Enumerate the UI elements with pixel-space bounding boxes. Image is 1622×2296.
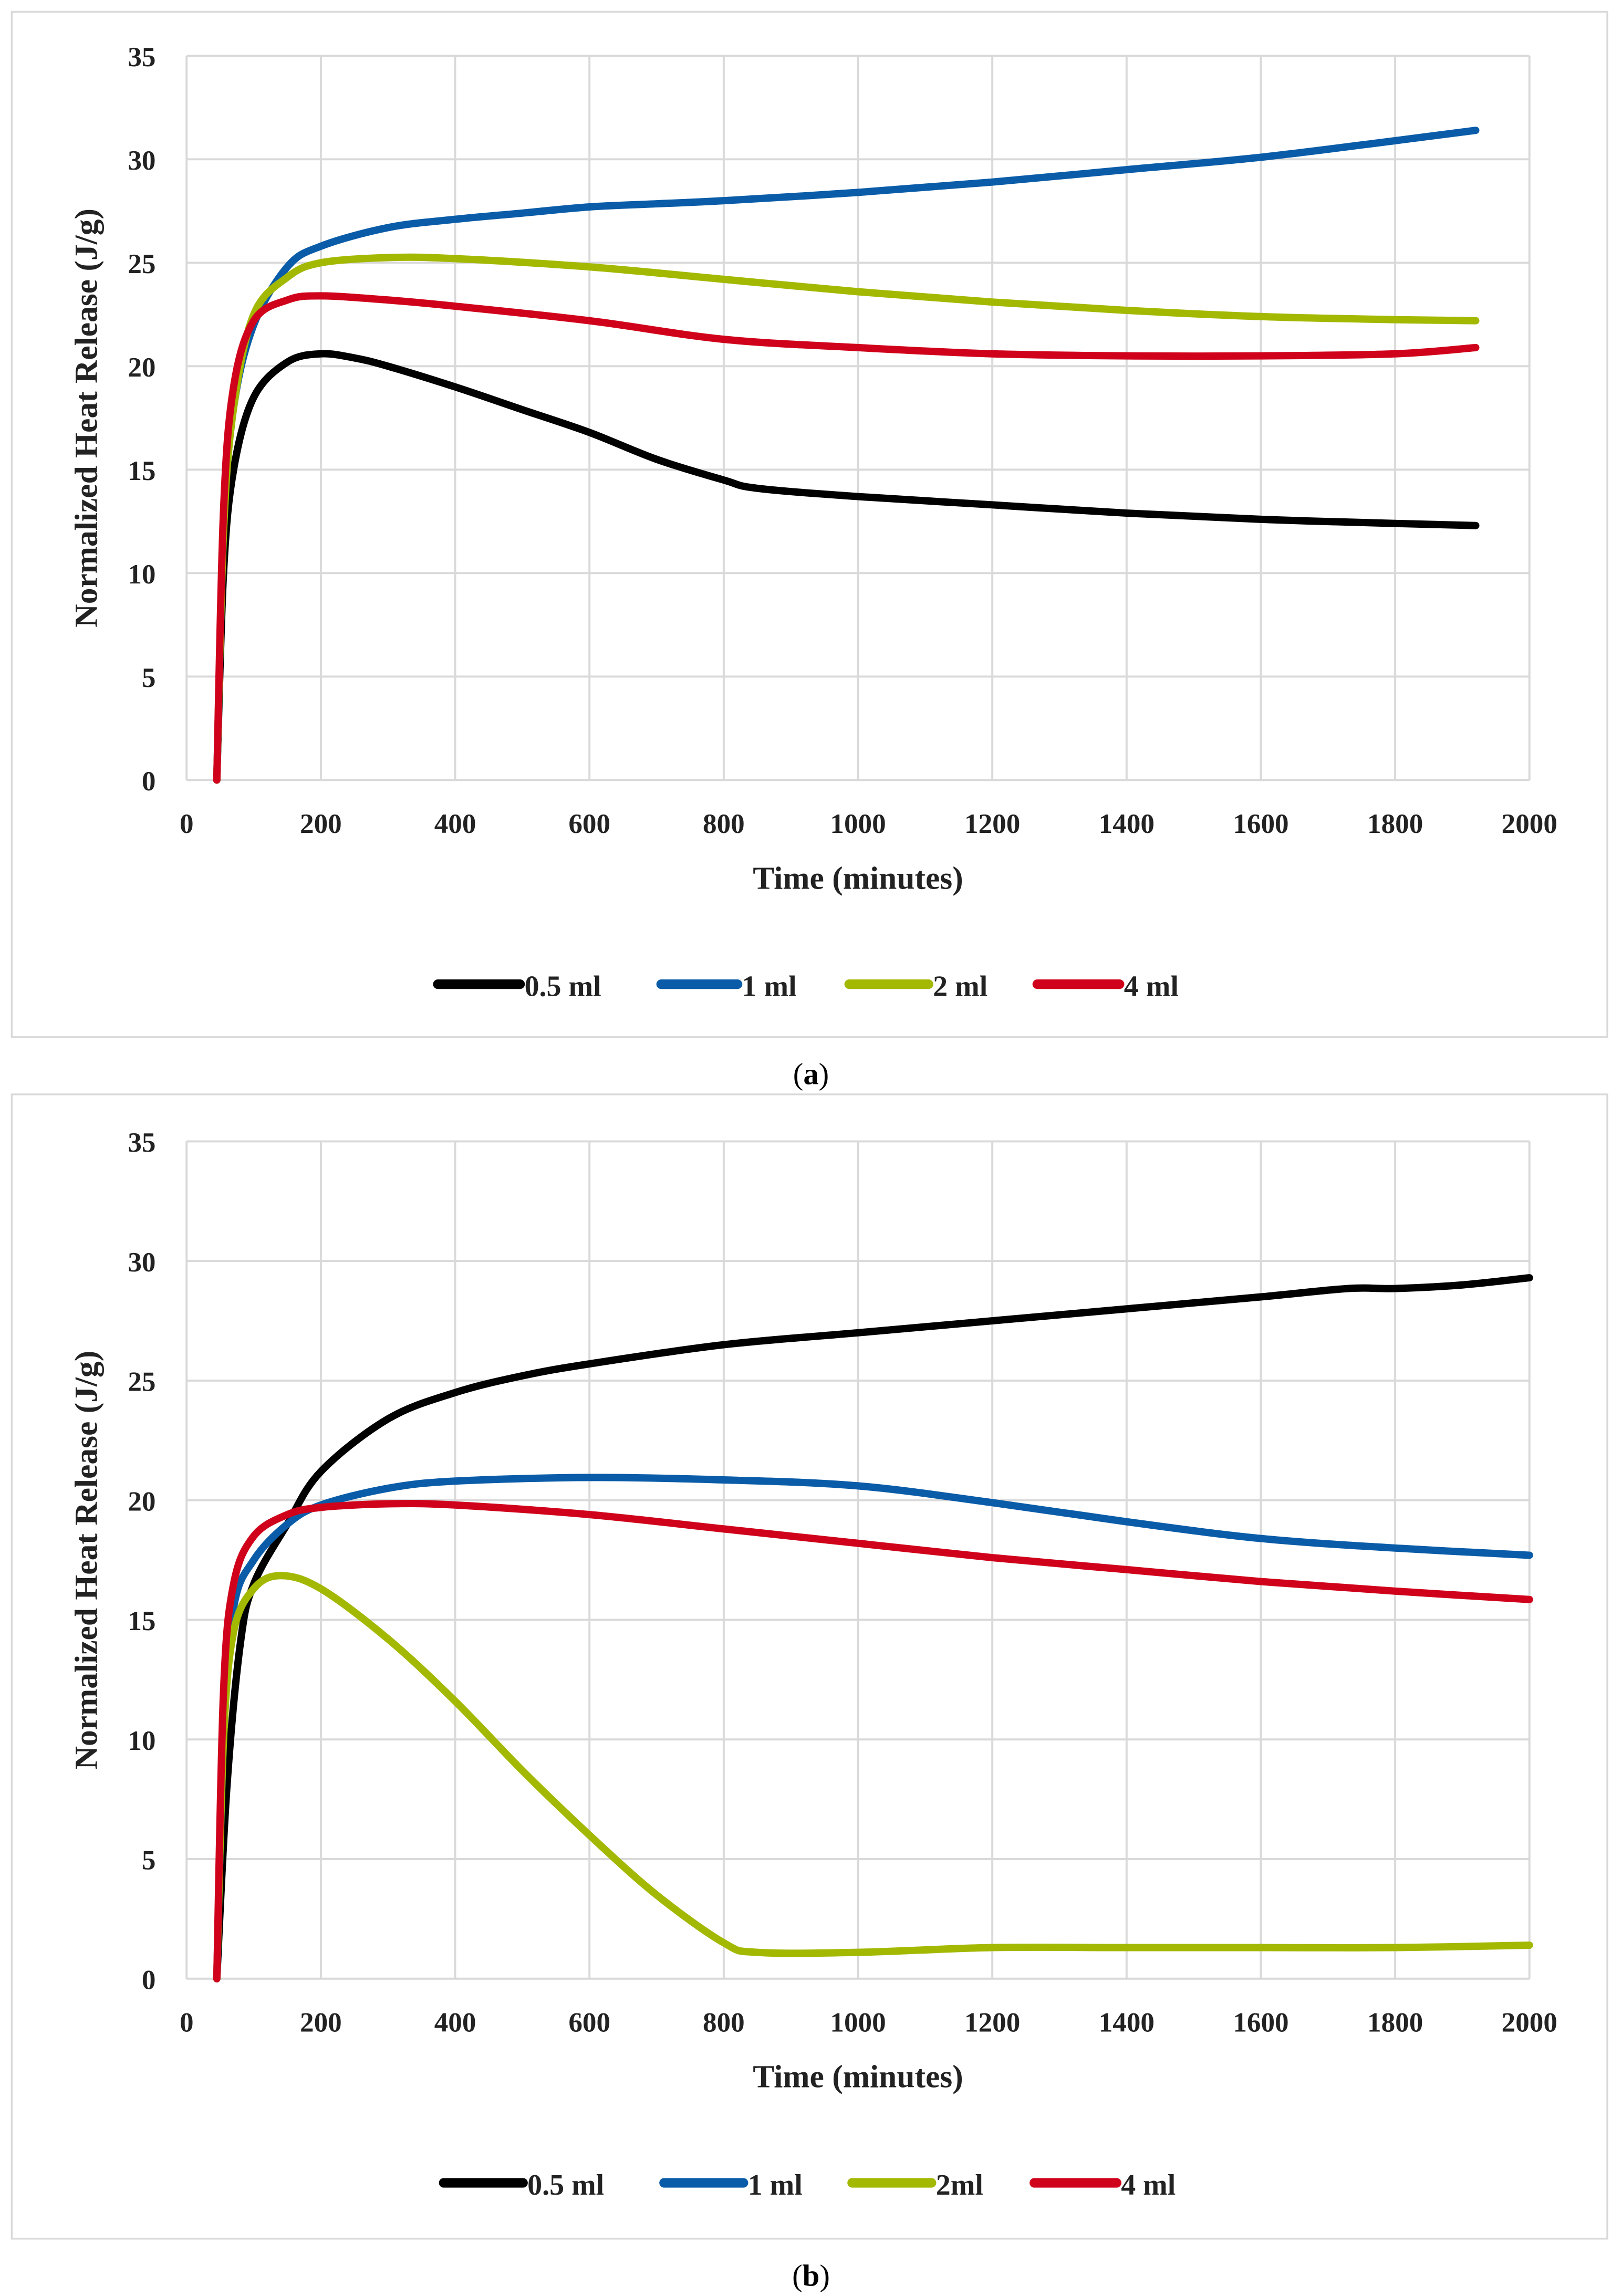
y-tick-label: 25	[128, 1367, 155, 1397]
y-tick-label: 25	[128, 249, 155, 279]
y-tick-label: 10	[128, 559, 155, 590]
x-tick-label: 1600	[1233, 809, 1288, 839]
x-axis-label: Time (minutes)	[753, 2059, 963, 2095]
y-axis-label: Normalized Heat Release (J/g)	[69, 1351, 105, 1770]
legend-label: 2 ml	[933, 970, 987, 1003]
series-line-4ml	[213, 292, 1480, 784]
legend-label: 4 ml	[1124, 970, 1179, 1003]
chart-panel-b: 0 200 400 600 800 1000 1200 1400 1600 1800 2000 0 5 1…	[11, 1093, 1608, 2292]
y-tick-label: 10	[128, 1726, 155, 1756]
series-line-05ml	[213, 350, 1480, 784]
y-tick-label: 20	[128, 352, 155, 383]
x-tick-label: 1000	[830, 2007, 886, 2038]
y-tick-label: 5	[142, 663, 156, 693]
panel-caption-letter: b	[803, 2258, 820, 2292]
x-tick-label: 0	[180, 2007, 194, 2038]
y-tick-label: 30	[128, 145, 155, 176]
x-tick-label: 400	[434, 809, 476, 839]
x-tick-label: 200	[300, 2007, 342, 2038]
series-line-1ml	[213, 1474, 1533, 1982]
y-tick-label: 35	[128, 1128, 155, 1158]
y-axis-label: Normalized Heat Release (J/g)	[69, 208, 105, 628]
panel-caption: (a)	[793, 1057, 829, 1091]
legend-label: 0.5 ml	[525, 970, 601, 1003]
x-tick-label: 200	[300, 809, 342, 839]
x-tick-label: 1800	[1367, 2007, 1423, 2038]
x-tick-label: 1400	[1099, 2007, 1155, 2038]
x-tick-label: 1200	[964, 2007, 1020, 2038]
x-tick-label: 800	[703, 809, 745, 839]
x-tick-label: 600	[568, 2007, 610, 2038]
legend-label: 1 ml	[742, 970, 797, 1003]
x-tick-label: 1000	[830, 809, 886, 839]
x-axis-label: Time (minutes)	[753, 860, 963, 896]
legend-label: 4 ml	[1121, 2169, 1176, 2201]
x-tick-label: 800	[703, 2007, 745, 2038]
y-tick-label: 35	[128, 42, 155, 72]
x-tick-label: 0	[180, 809, 194, 839]
legend-label: 0.5 ml	[527, 2169, 604, 2201]
series-line-4ml	[213, 1500, 1533, 1982]
x-tick-label: 2000	[1502, 2007, 1557, 2038]
x-tick-label: 1600	[1233, 2007, 1288, 2038]
x-tick-label: 600	[568, 809, 610, 839]
chart-panel-a: 0 200 400 600 800 1000 1200 1400 1600 1800 2000 0 5 1…	[11, 11, 1608, 1091]
series-line-05ml	[213, 1274, 1533, 1982]
legend-label: 1 ml	[748, 2169, 803, 2201]
x-tick-label: 1800	[1367, 809, 1423, 839]
x-tick-label: 2000	[1502, 809, 1557, 839]
chart-frame	[11, 1093, 1608, 2240]
panel-caption-letter: a	[803, 1057, 818, 1091]
y-tick-label: 15	[128, 456, 155, 486]
y-tick-label: 20	[128, 1486, 155, 1517]
panel-caption: (b)	[792, 2258, 830, 2292]
x-tick-label: 1400	[1099, 809, 1155, 839]
x-tick-label: 1200	[964, 809, 1020, 839]
y-tick-label: 0	[142, 766, 156, 797]
x-tick-label: 400	[434, 2007, 476, 2038]
y-tick-label: 5	[142, 1845, 156, 1876]
y-tick-label: 30	[128, 1247, 155, 1278]
series-line-2ml	[213, 1572, 1533, 1982]
y-tick-label: 0	[142, 1965, 156, 1995]
y-tick-label: 15	[128, 1606, 155, 1636]
legend-label: 2ml	[936, 2169, 983, 2201]
